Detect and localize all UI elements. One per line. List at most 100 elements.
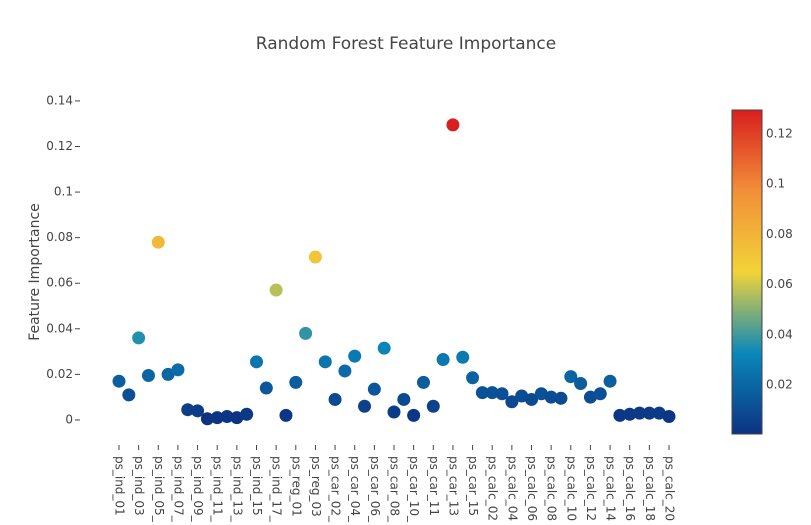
x-tick-label: ps_calc_02 bbox=[486, 456, 500, 521]
point bbox=[191, 404, 205, 418]
x-tick-label: ps_calc_06 bbox=[525, 456, 539, 521]
point bbox=[544, 390, 558, 404]
point bbox=[456, 350, 470, 364]
point bbox=[564, 370, 578, 384]
y-tick-label: 0.1 bbox=[54, 185, 73, 199]
x-tick-label: ps_ind_11_ bbox=[211, 456, 225, 523]
point bbox=[466, 371, 480, 385]
point bbox=[348, 349, 362, 363]
point bbox=[505, 395, 519, 409]
point bbox=[210, 411, 224, 425]
point bbox=[122, 388, 136, 402]
x-tick-label: ps_ind_17_ bbox=[270, 456, 284, 523]
x-tick-label: ps_ind_05_ bbox=[152, 456, 166, 523]
colorbar-tick-label: 0.04 bbox=[766, 327, 793, 341]
point bbox=[328, 392, 342, 406]
x-tick-label: ps_ind_09_ bbox=[191, 456, 205, 523]
point bbox=[338, 364, 352, 378]
point bbox=[181, 403, 195, 417]
point bbox=[633, 406, 647, 420]
x-tick-label: ps_car_15 bbox=[466, 456, 480, 516]
point bbox=[525, 392, 538, 406]
x-tick-label: ps_ind_13_ bbox=[230, 456, 244, 523]
point bbox=[230, 411, 244, 425]
point bbox=[583, 390, 597, 404]
point bbox=[318, 355, 332, 369]
point bbox=[289, 375, 303, 389]
point bbox=[642, 406, 656, 420]
point bbox=[574, 376, 588, 390]
point bbox=[220, 410, 234, 424]
x-tick-label: ps_ind_07_ bbox=[171, 456, 185, 523]
y-tick-label: 0.06 bbox=[46, 276, 73, 290]
point bbox=[377, 341, 391, 355]
x-tick-label: ps_ind_01 bbox=[113, 456, 127, 516]
colorbar-tick-label: 0.08 bbox=[766, 227, 793, 241]
point bbox=[436, 353, 450, 367]
point bbox=[112, 374, 126, 388]
point bbox=[259, 381, 273, 395]
point bbox=[387, 405, 401, 419]
point bbox=[141, 369, 155, 383]
colorbar-tick-label: 0.02 bbox=[766, 378, 793, 392]
point bbox=[593, 387, 607, 401]
point bbox=[151, 235, 165, 249]
point bbox=[534, 387, 548, 401]
point bbox=[161, 367, 175, 381]
x-tick-label: ps_calc_18 bbox=[643, 456, 657, 521]
point bbox=[623, 407, 637, 421]
y-tick-label: 0.02 bbox=[46, 367, 73, 381]
y-axis-title: Feature Importance bbox=[27, 203, 43, 341]
point bbox=[407, 408, 421, 422]
y-tick-label: 0.08 bbox=[46, 230, 73, 244]
x-tick-label: ps_reg_01 bbox=[289, 456, 303, 517]
point bbox=[358, 399, 372, 413]
point bbox=[495, 387, 509, 401]
x-tick-label: ps_reg_03 bbox=[309, 456, 323, 517]
colorbar-tick-label: 0.1 bbox=[766, 177, 785, 191]
point bbox=[200, 412, 214, 426]
x-tick-label: ps_calc_16 bbox=[623, 456, 637, 521]
point bbox=[652, 406, 666, 420]
point bbox=[416, 375, 430, 389]
x-tick-label: ps_calc_04 bbox=[505, 456, 519, 521]
point bbox=[515, 389, 529, 403]
y-tick-label: 0.12 bbox=[46, 139, 73, 153]
point bbox=[426, 399, 440, 413]
point bbox=[475, 386, 489, 400]
point bbox=[485, 386, 499, 400]
x-tick-label: ps_calc_12 bbox=[584, 456, 598, 521]
point bbox=[397, 392, 411, 406]
colorbar bbox=[731, 109, 763, 435]
point bbox=[299, 326, 313, 340]
point bbox=[269, 283, 283, 297]
x-tick-label: ps_calc_14 bbox=[604, 456, 618, 521]
x-tick-label: ps_car_06_ bbox=[368, 456, 382, 523]
chart-title: Random Forest Feature Importance bbox=[256, 34, 556, 54]
point bbox=[554, 391, 568, 405]
point bbox=[250, 355, 263, 369]
x-tick-label: ps_ind_15 bbox=[250, 456, 264, 516]
point bbox=[308, 250, 322, 264]
colorbar-tick-label: 0.12 bbox=[766, 126, 793, 140]
x-tick-label: ps_car_04_ bbox=[348, 456, 362, 523]
colorbar-tick-label: 0.06 bbox=[766, 277, 793, 291]
x-tick-label: ps_car_11 bbox=[427, 456, 441, 516]
point bbox=[613, 408, 627, 422]
x-tick-label: ps_car_13 bbox=[446, 456, 460, 516]
point bbox=[171, 363, 185, 377]
y-tick-label: 0.04 bbox=[46, 321, 73, 335]
point bbox=[662, 410, 676, 424]
y-tick-label: 0 bbox=[65, 412, 73, 426]
x-tick-label: ps_car_08_ bbox=[388, 456, 402, 523]
x-tick-label: ps_calc_08 bbox=[545, 456, 559, 521]
x-tick-label: ps_calc_20 bbox=[663, 456, 677, 521]
point bbox=[603, 374, 617, 388]
point bbox=[446, 118, 460, 132]
x-tick-label: ps_calc_10 bbox=[564, 456, 578, 521]
point bbox=[279, 408, 293, 422]
point bbox=[240, 407, 254, 421]
x-tick-label: ps_car_10_ bbox=[407, 456, 421, 523]
x-tick-label: ps_car_02_ bbox=[329, 456, 343, 523]
